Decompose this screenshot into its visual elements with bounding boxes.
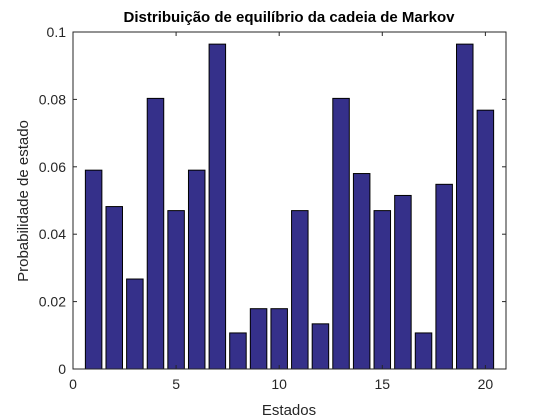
axes-frame	[72, 31, 507, 370]
x-axis: 0 5 10 15 20	[69, 32, 493, 392]
bar-state-4	[146, 97, 165, 370]
y-tick-label: 0.06	[39, 159, 66, 175]
bar-state-17	[414, 332, 433, 370]
bar-state-11	[291, 210, 309, 370]
bar-state-8	[229, 332, 247, 370]
bar-state-3	[126, 278, 144, 370]
bar-state-6	[187, 169, 206, 370]
bar-state-15	[373, 210, 392, 370]
y-tick-label: 0.04	[39, 226, 66, 242]
bar-state-13	[332, 97, 350, 370]
bar-state-12	[311, 323, 330, 370]
chart-title: Distribuição de equilíbrio da cadeia de …	[124, 9, 456, 26]
x-tick-label: 0	[69, 376, 77, 392]
bar-state-14	[352, 173, 371, 370]
bar-state-10	[270, 308, 288, 370]
y-tick-label: 0.08	[39, 91, 66, 107]
plot-area	[84, 43, 495, 370]
bar-state-7	[208, 43, 227, 370]
y-tick-label: 0	[58, 361, 66, 377]
x-tick-label: 20	[478, 376, 494, 392]
x-tick-label: 15	[374, 376, 390, 392]
y-axis-label: Probabilidade de estado	[15, 120, 32, 282]
bar-state-19	[456, 43, 474, 370]
bar-state-18	[435, 183, 453, 370]
y-axis: 0 0.02 0.04 0.06 0.08 0.1	[39, 24, 506, 377]
x-axis-label: Estados	[262, 402, 316, 419]
bar-state-9	[249, 308, 268, 370]
bar-state-1	[84, 169, 103, 370]
bar-state-20	[476, 109, 495, 370]
bar-state-16	[394, 194, 412, 370]
y-tick-label: 0.02	[39, 294, 66, 310]
bar-state-2	[105, 206, 123, 370]
x-tick-label: 10	[271, 376, 287, 392]
x-tick-label: 5	[172, 376, 180, 392]
y-tick-label: 0.1	[47, 24, 67, 40]
bar-state-5	[167, 210, 185, 370]
